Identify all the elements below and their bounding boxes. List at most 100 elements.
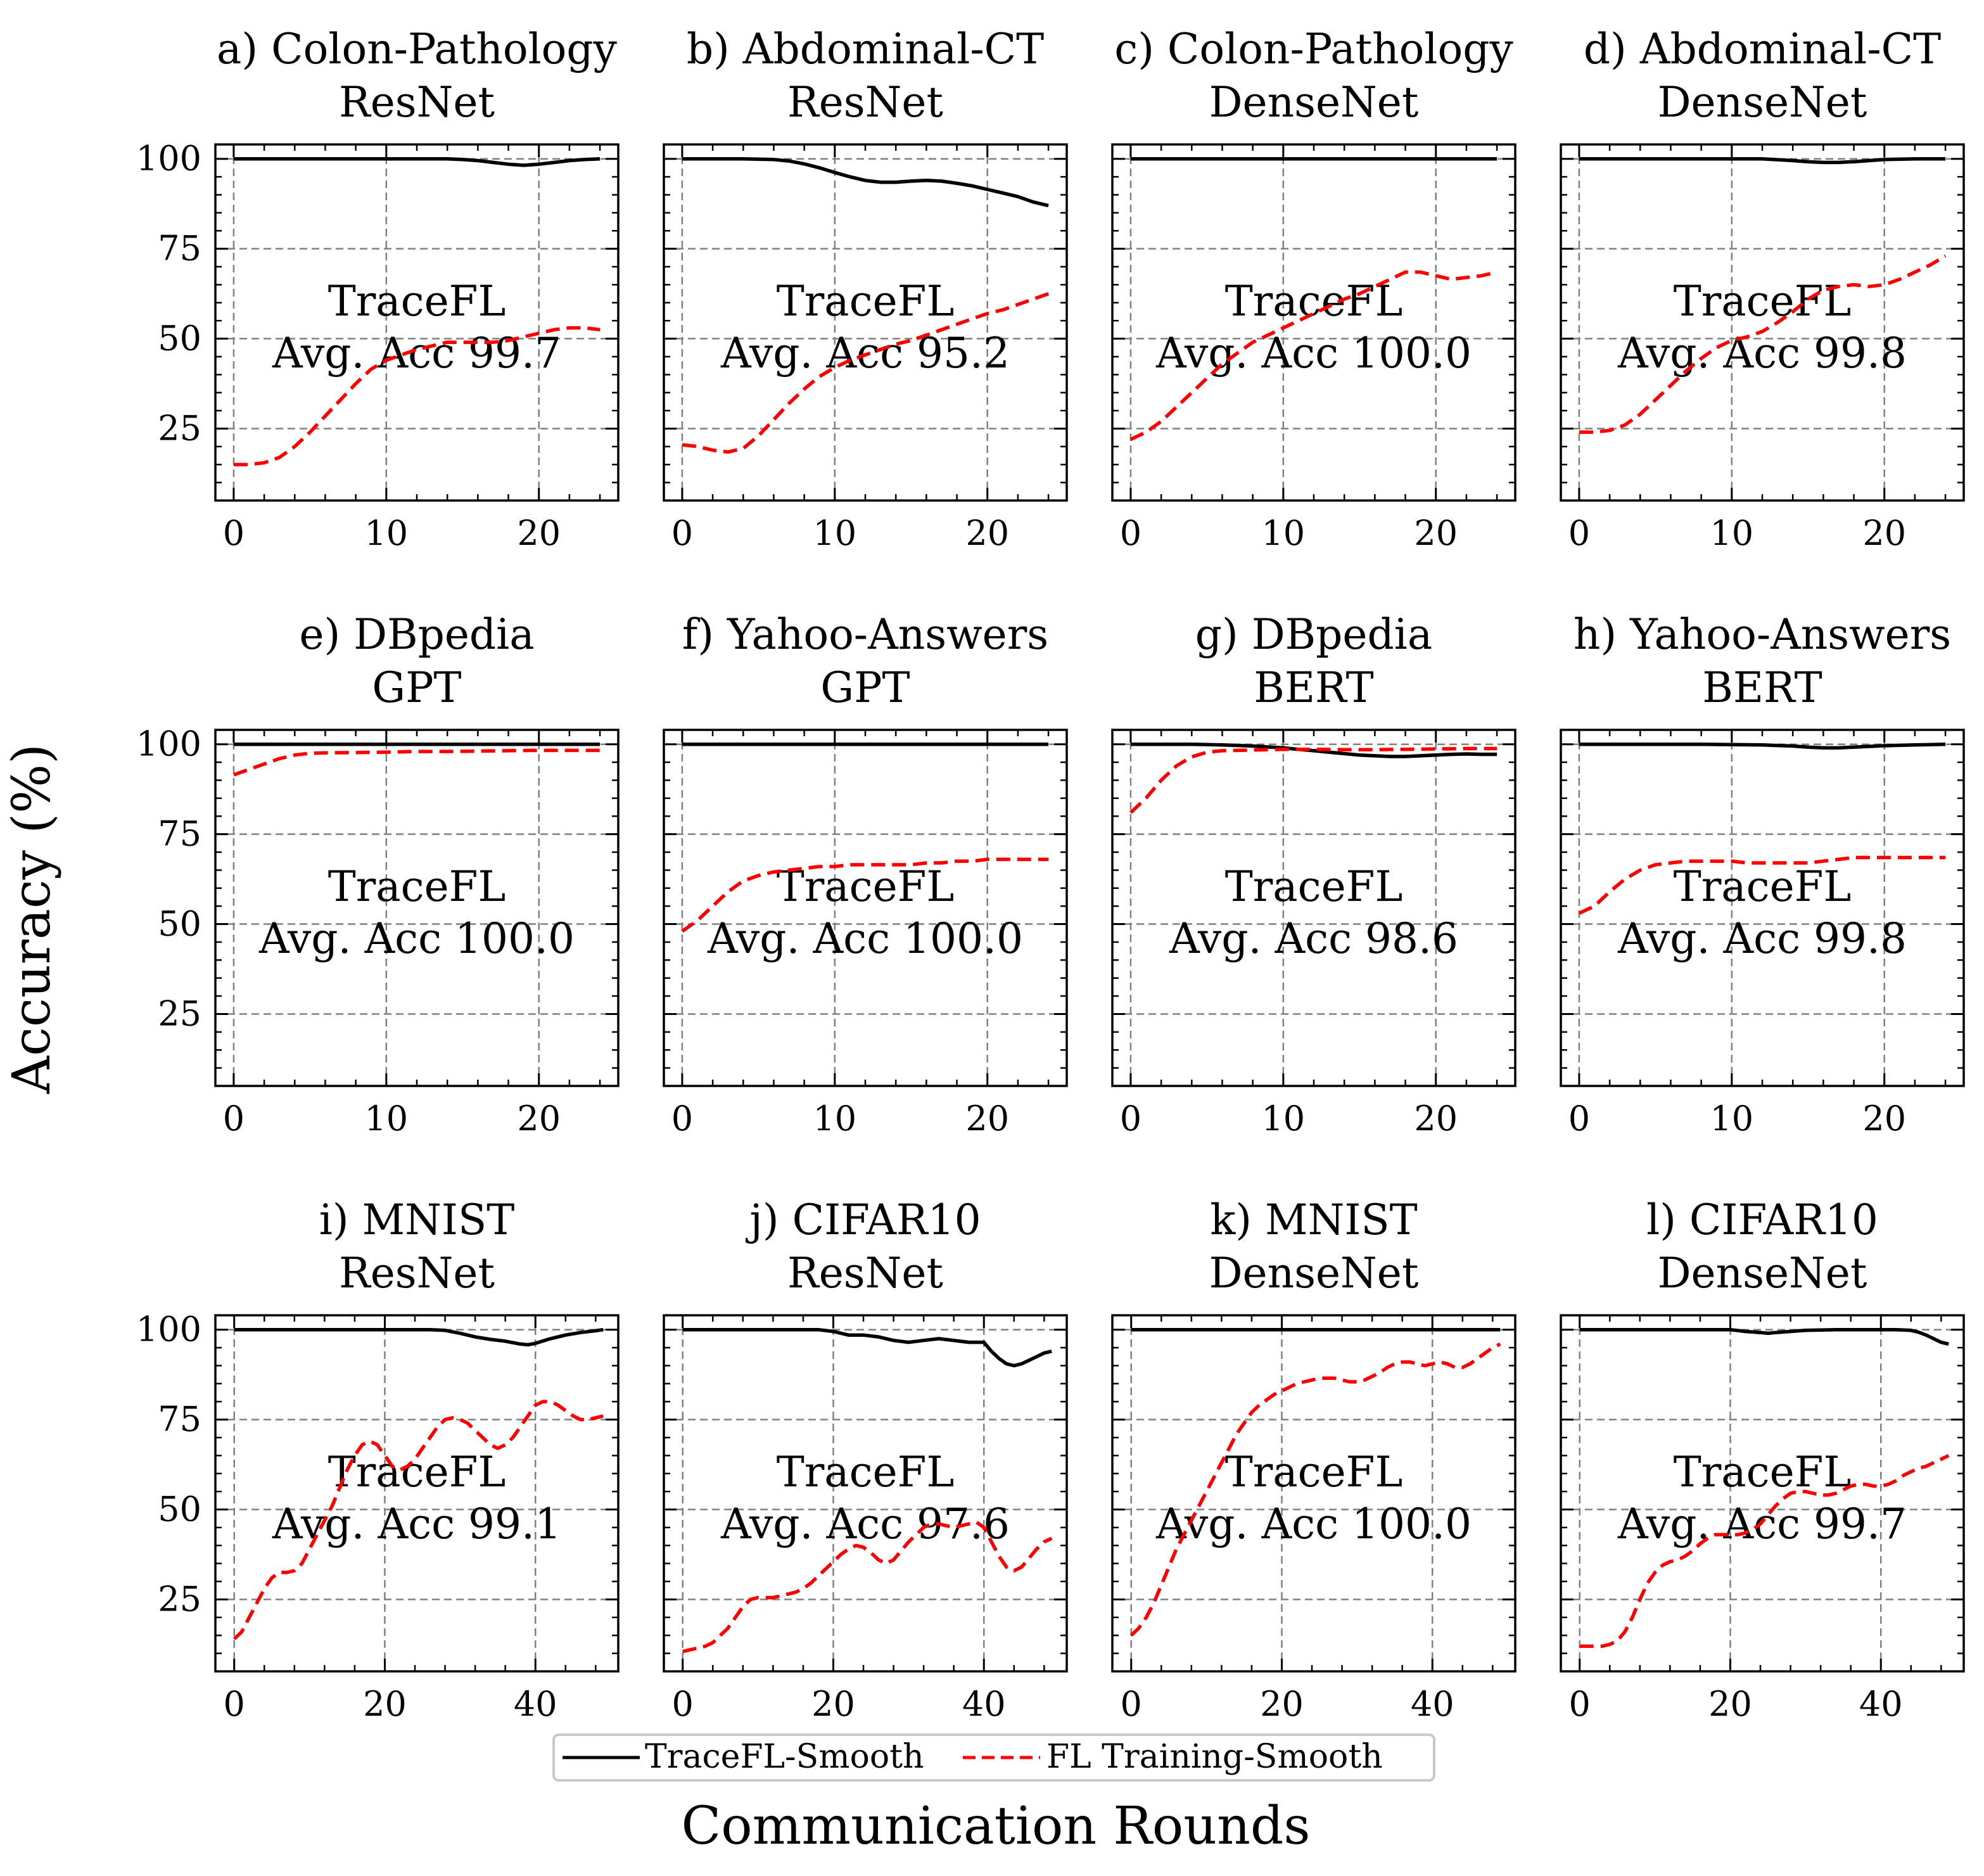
panel-title: a) Colon-Pathology: [217, 25, 618, 73]
panel-frame: [1560, 143, 1965, 502]
x-tick-label: 20: [1708, 1684, 1752, 1724]
x-tick-label: 0: [671, 513, 693, 553]
panel-title: g) DBpedia: [1195, 610, 1432, 659]
annotation-avg-acc: Avg. Acc 99.1: [272, 1500, 561, 1548]
panel-title: i) MNIST: [319, 1196, 514, 1244]
panel-frame: [1111, 1314, 1517, 1673]
fl-training-line: [233, 326, 601, 466]
panel-subtitle: BERT: [1702, 663, 1822, 712]
y-tick-label: 25: [158, 993, 201, 1033]
x-tick-label: 20: [517, 1099, 561, 1139]
panel-2: c) Colon-Pathology DenseNet 0 10 20 TraceFLAv…: [1111, 25, 1517, 553]
x-tick-label: 10: [364, 513, 408, 553]
y-tick-label: 50: [158, 904, 201, 944]
x-tick-label: 20: [1260, 1684, 1304, 1724]
tracefl-line: [682, 156, 1049, 208]
panel-title: f) Yahoo-Answers: [682, 610, 1048, 659]
x-tick-label: 0: [1568, 513, 1590, 553]
annotation-title: TraceFL: [777, 862, 955, 911]
panel-title: k) MNIST: [1210, 1196, 1417, 1244]
panel-subtitle: DenseNet: [1658, 1249, 1867, 1298]
panel-subtitle: GPT: [820, 663, 910, 712]
x-tick-label: 20: [965, 513, 1009, 553]
annotation-title: TraceFL: [328, 277, 506, 326]
tracefl-line: [234, 1327, 604, 1347]
fl-training-line: [1129, 270, 1498, 441]
x-axis-label: Communication Rounds: [681, 1796, 1310, 1856]
x-tick-label: 0: [1121, 1684, 1142, 1724]
panel-subtitle: BERT: [1254, 663, 1373, 712]
panel-subtitle: DenseNet: [1658, 78, 1867, 127]
annotation-avg-acc: Avg. Acc 99.8: [1617, 329, 1907, 378]
x-tick-label: 40: [1411, 1684, 1454, 1724]
x-tick-label: 10: [364, 1099, 408, 1139]
legend: TraceFL-Smooth FL Training-Smooth: [552, 1733, 1435, 1782]
x-tick-label: 10: [1710, 513, 1753, 553]
x-tick-label: 40: [1859, 1684, 1903, 1724]
annotation-title: TraceFL: [1225, 277, 1403, 326]
x-tick-label: 20: [517, 513, 561, 553]
panel-subtitle: GPT: [372, 663, 461, 712]
x-tick-label: 0: [672, 1684, 694, 1724]
x-tick-label: 0: [224, 1684, 245, 1724]
x-tick-label: 10: [813, 513, 856, 553]
fl-training-line: [232, 748, 601, 777]
annotation-avg-acc: Avg. Acc 100.0: [707, 914, 1023, 963]
panel-subtitle: ResNet: [339, 1249, 495, 1298]
y-tick-label: 100: [136, 1310, 201, 1350]
y-tick-label: 75: [158, 1400, 201, 1439]
tracefl-line: [1579, 156, 1946, 165]
x-tick-label: 10: [1261, 513, 1305, 553]
annotation-title: TraceFL: [328, 862, 506, 911]
x-tick-label: 20: [1862, 1099, 1906, 1139]
annotation-title: TraceFL: [1225, 862, 1403, 911]
x-tick-label: 20: [811, 1684, 855, 1724]
x-tick-label: 20: [965, 1099, 1009, 1139]
annotation-title: TraceFL: [777, 1448, 955, 1496]
fl-training-line: [682, 292, 1050, 454]
annotation-title: TraceFL: [1225, 1448, 1403, 1496]
panel-3: d) Abdominal-CT DenseNet 0 10 20 TraceFLAvg. …: [1560, 25, 1965, 553]
fl-training-line: [1578, 855, 1946, 915]
x-tick-label: 0: [1569, 1684, 1591, 1724]
annotation-title: TraceFL: [1674, 1448, 1852, 1496]
tracefl-line: [1130, 742, 1498, 758]
panel-frame: [1111, 143, 1517, 502]
annotation-avg-acc: Avg. Acc 100.0: [1155, 329, 1472, 378]
y-tick-label: 25: [158, 1579, 201, 1619]
fl-training-line: [1579, 254, 1947, 434]
panel-frame: [663, 143, 1068, 502]
tracefl-line: [1579, 742, 1946, 750]
y-tick-label: 50: [158, 319, 201, 359]
panel-title: e) DBpedia: [299, 610, 534, 659]
panel-subtitle: DenseNet: [1209, 1249, 1419, 1298]
y-tick-label: 50: [158, 1490, 201, 1529]
tracefl-line: [233, 156, 601, 167]
panel-title: c) Colon-Pathology: [1114, 25, 1513, 73]
x-tick-label: 20: [1862, 513, 1906, 553]
panel-frame: [214, 143, 620, 502]
x-tick-label: 0: [671, 1099, 693, 1139]
panel-title: b) Abdominal-CT: [687, 25, 1044, 73]
y-tick-label: 75: [158, 814, 201, 854]
x-tick-label: 10: [813, 1099, 856, 1139]
x-tick-label: 0: [1120, 513, 1141, 553]
annotation-avg-acc: Avg. Acc 100.0: [258, 914, 575, 963]
panel-frame: [214, 729, 620, 1087]
panel-subtitle: ResNet: [787, 78, 943, 127]
annotation-avg-acc: Avg. Acc 98.6: [1169, 914, 1458, 963]
y-tick-label: 25: [158, 408, 201, 448]
panel-frame: [663, 1314, 1068, 1673]
x-tick-label: 20: [363, 1684, 407, 1724]
panel-subtitle: DenseNet: [1209, 78, 1419, 127]
panel-frame: [1111, 729, 1517, 1087]
x-tick-label: 20: [1414, 1099, 1458, 1139]
y-tick-label: 100: [136, 724, 201, 764]
tracefl-line: [1579, 1327, 1949, 1346]
panel-title: d) Abdominal-CT: [1584, 25, 1941, 73]
